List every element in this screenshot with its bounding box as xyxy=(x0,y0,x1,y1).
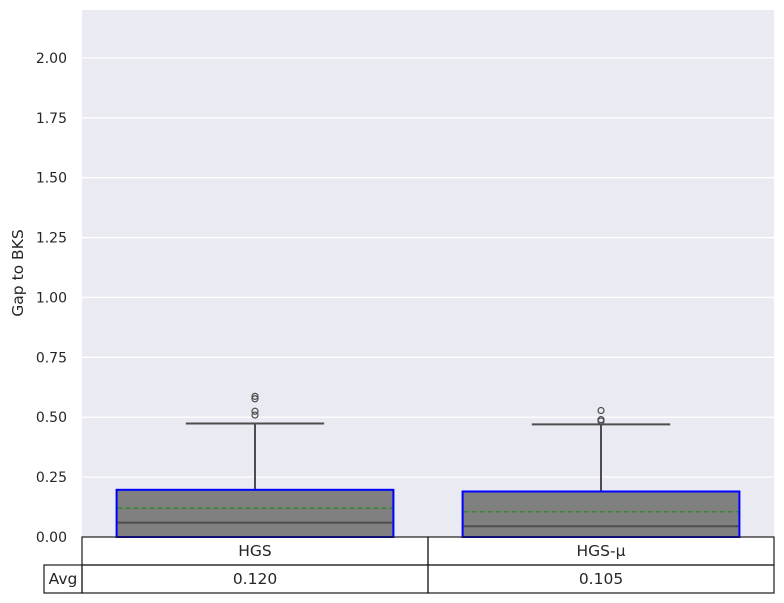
table-column-header: HGS xyxy=(238,542,272,560)
y-tick-labels: 0.00 0.25 0.50 0.75 1.00 1.25 1.50 1.75 2.00 xyxy=(36,51,67,546)
y-tick-label: 0.25 xyxy=(36,470,67,486)
grid-lines xyxy=(82,57,774,538)
table-value: 0.120 xyxy=(233,570,277,588)
outlier-point xyxy=(251,392,259,400)
table-row-label: Avg xyxy=(49,570,78,588)
box-1 xyxy=(461,406,741,538)
y-tick-label: 0.00 xyxy=(36,530,67,546)
y-tick-label: 2.00 xyxy=(36,51,67,67)
y-tick-label: 1.00 xyxy=(36,290,67,306)
box-body xyxy=(461,490,741,538)
y-tick-label: 1.50 xyxy=(36,171,67,187)
table-column-header: HGS-μ xyxy=(577,542,626,560)
y-tick-label: 1.75 xyxy=(36,111,67,127)
table-value: 0.105 xyxy=(579,570,623,588)
box-0 xyxy=(115,392,395,538)
y-tick-label: 0.75 xyxy=(36,350,67,366)
outlier-point xyxy=(597,406,605,415)
y-axis-label: Gap to BKS xyxy=(9,229,27,316)
outlier-point xyxy=(251,395,259,403)
outlier-point xyxy=(251,411,259,419)
y-tick-label: 0.50 xyxy=(36,410,67,426)
data-table: HGS HGS-μ Avg 0.120 0.105 xyxy=(43,536,775,594)
table-value-cell xyxy=(427,564,775,594)
box-body xyxy=(115,488,395,538)
outlier-point xyxy=(597,416,605,424)
boxes xyxy=(115,392,741,538)
y-tick-label: 1.25 xyxy=(36,231,67,247)
plot-area xyxy=(82,10,774,537)
outlier-point xyxy=(251,407,259,415)
